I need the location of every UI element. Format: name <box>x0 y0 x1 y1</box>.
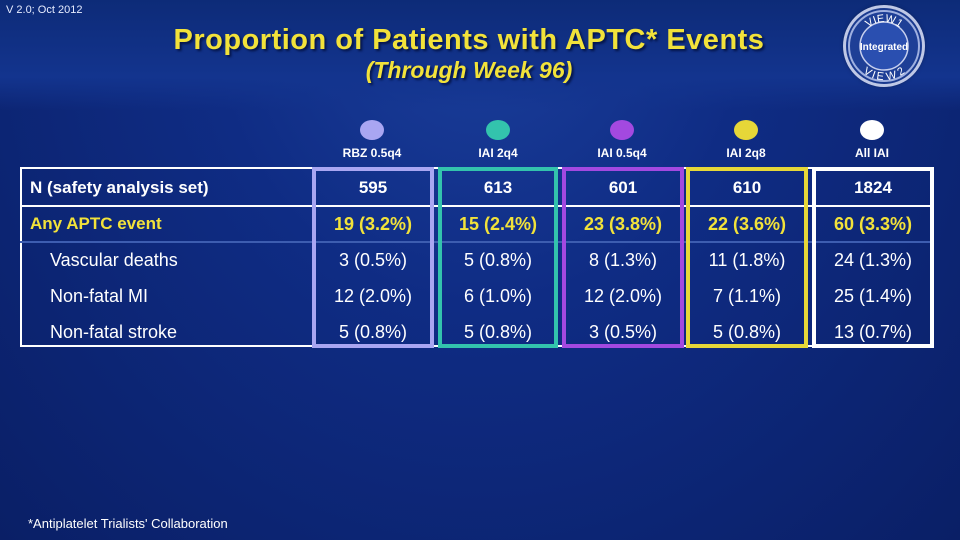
column-box-all-iai <box>812 167 934 348</box>
row-label-any-aptc: Any APTC event <box>30 214 162 233</box>
column-header-all-iai: All IAI <box>812 120 932 160</box>
integrated-view-badge: VIEW1 VIEW2 Integrated <box>846 8 922 84</box>
row-label-nonfatal-mi: Non-fatal MI <box>50 286 149 306</box>
table-cell: 8 (1.3%) <box>588 250 658 270</box>
table-cell: 5 (0.8%) <box>712 322 782 342</box>
table-cell: 13 (0.7%) <box>833 322 913 342</box>
all-iai-dot-icon <box>860 120 884 140</box>
row-label-nonfatal-stroke: Non-fatal stroke <box>50 322 178 342</box>
title-band <box>0 0 960 110</box>
column-label: IAI 0.5q4 <box>597 146 647 160</box>
table-cell: 24 (1.3%) <box>833 250 913 270</box>
table-cell: 19 (3.2%) <box>333 214 413 234</box>
column-label: All IAI <box>854 146 889 160</box>
table-cell: 5 (0.8%) <box>463 250 533 270</box>
column-header-iai-05q4: IAI 0.5q4 <box>562 120 682 160</box>
iai-2q4-dot-icon <box>486 120 510 140</box>
column-box-iai-05q4 <box>562 167 684 348</box>
column-box-rbz <box>312 167 434 348</box>
table-cell: 6 (1.0%) <box>463 286 533 306</box>
column-header-iai-2q4: IAI 2q4 <box>438 120 558 160</box>
column-label: RBZ 0.5q4 <box>342 146 402 160</box>
slide-subtitle: (Through Week 96) <box>365 57 573 83</box>
table-cell: 60 (3.3%) <box>833 214 913 234</box>
row-label-n: N (safety analysis set) <box>30 178 209 197</box>
table-cell: 613 <box>483 178 513 197</box>
iai-05q4-dot-icon <box>610 120 634 140</box>
table-cell: 3 (0.5%) <box>338 250 408 270</box>
column-box-iai-2q8 <box>686 167 808 348</box>
slide-title: Proportion of Patients with APTC* Events <box>173 24 765 56</box>
table-cell: 12 (2.0%) <box>333 286 413 306</box>
table-cell: 5 (0.8%) <box>463 322 533 342</box>
table-cell: 5 (0.8%) <box>338 322 408 342</box>
rbz-dot-icon <box>360 120 384 140</box>
row-label-vascular-deaths: Vascular deaths <box>50 250 178 270</box>
table-cell: 610 <box>732 178 762 197</box>
table-cell: 595 <box>358 178 388 197</box>
badge-top-text: VIEW1 <box>863 13 905 31</box>
badge-icon: VIEW1 VIEW2 Integrated <box>848 10 920 83</box>
svg-text:VIEW1: VIEW1 <box>863 13 905 31</box>
table-cell: 12 (2.0%) <box>583 286 663 306</box>
table-cell: 1824 <box>854 178 892 197</box>
row-divider <box>20 205 934 207</box>
table-cell: 22 (3.6%) <box>707 214 787 234</box>
footnote: *Antiplatelet Trialists' Collaboration <box>28 516 228 531</box>
table-cell: 3 (0.5%) <box>588 322 658 342</box>
table-cell: 601 <box>608 178 638 197</box>
column-label: IAI 2q8 <box>726 146 766 160</box>
column-header-rbz: RBZ 0.5q4 <box>312 120 432 160</box>
column-header-iai-2q8: IAI 2q8 <box>686 120 806 160</box>
table-cell: 25 (1.4%) <box>833 286 913 306</box>
table-cell: 7 (1.1%) <box>712 286 782 306</box>
badge-center-text: Integrated <box>860 42 908 53</box>
column-label: IAI 2q4 <box>478 146 518 160</box>
row-divider <box>20 241 934 243</box>
version-label: V 2.0; Oct 2012 <box>6 4 83 16</box>
table-cell: 15 (2.4%) <box>458 214 538 234</box>
iai-2q8-dot-icon <box>734 120 758 140</box>
column-box-iai-2q4 <box>438 167 558 348</box>
table-cell: 11 (1.8%) <box>708 250 786 270</box>
table-cell: 23 (3.8%) <box>583 214 663 234</box>
